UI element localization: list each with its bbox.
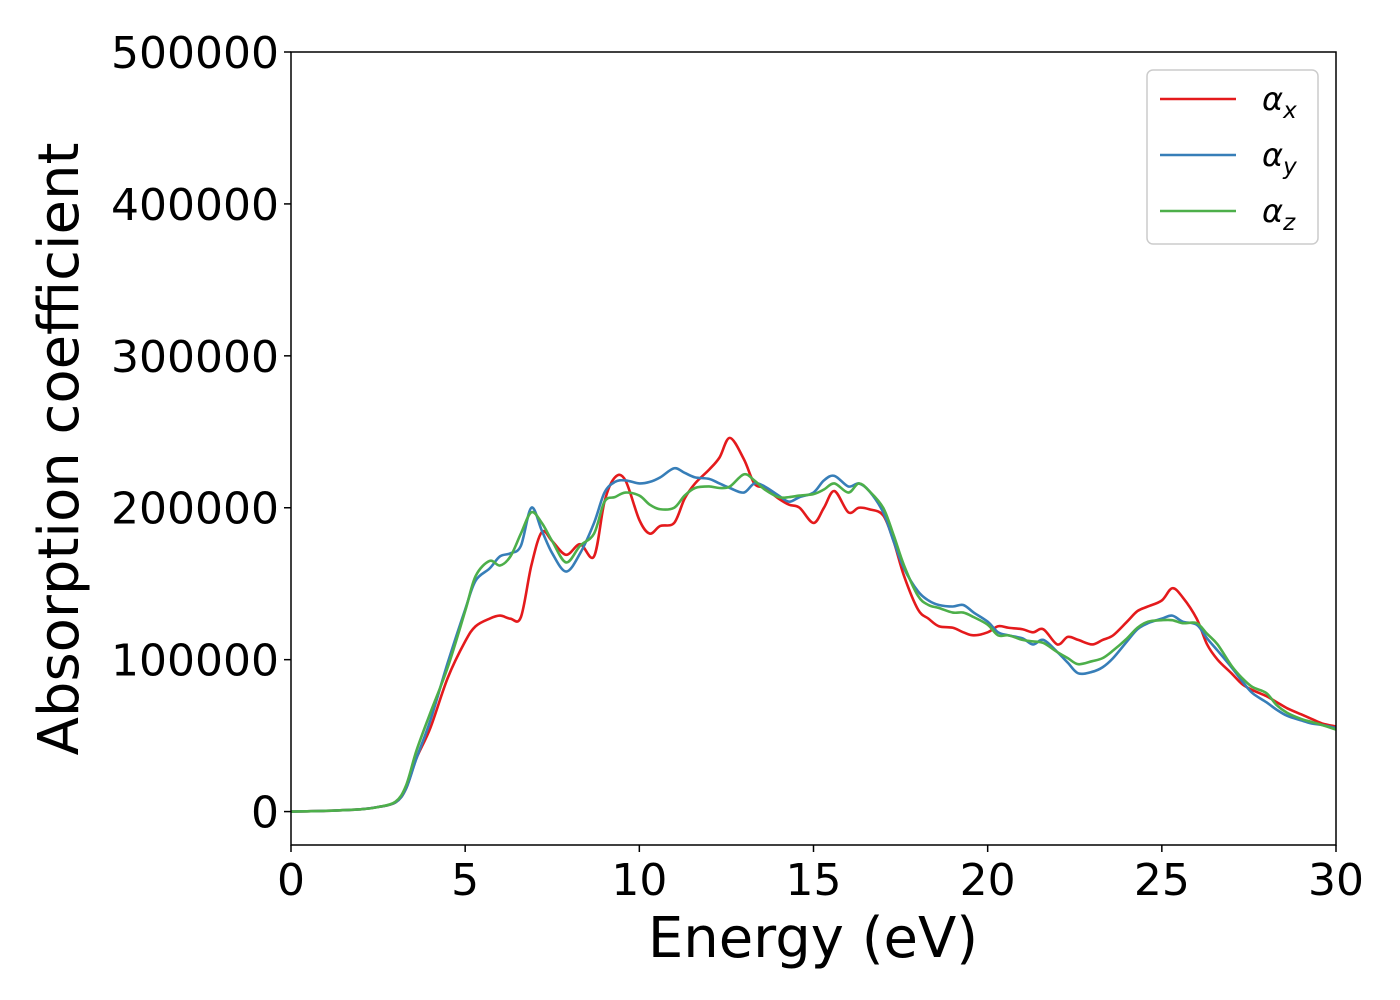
legend-box [1146, 69, 1319, 245]
legend-subscript-x: x [1282, 98, 1297, 124]
x-tick-label: 30 [1308, 855, 1364, 906]
x-axis-ticks: 0 5 10 15 20 25 30 [277, 845, 1364, 906]
series-layer [290, 436, 1337, 813]
y-axis-title: Absorption coefficient [27, 143, 92, 756]
x-tick-label: 25 [1134, 855, 1190, 906]
legend-subscript-y: y [1282, 154, 1297, 180]
y-tick-label: 200000 [111, 484, 279, 535]
x-axis-title: Energy (eV) [648, 906, 978, 971]
x-tick-label: 10 [611, 855, 667, 906]
y-tick-label: 100000 [111, 636, 279, 687]
series-line-y [290, 466, 1337, 813]
x-tick-label: 15 [786, 855, 842, 906]
x-tick-label: 0 [277, 855, 305, 906]
y-tick-label: 300000 [111, 332, 279, 383]
x-tick-label: 5 [451, 855, 479, 906]
x-tick-label: 20 [960, 855, 1016, 906]
y-tick-label: 0 [251, 788, 279, 839]
series-line-x [290, 436, 1337, 813]
series-line-z [290, 472, 1337, 813]
legend-subscript-z: z [1282, 210, 1296, 236]
y-axis-ticks: 0 100000 200000 300000 400000 500000 [111, 28, 291, 839]
y-tick-label: 400000 [111, 180, 279, 231]
y-tick-label: 500000 [111, 28, 279, 79]
